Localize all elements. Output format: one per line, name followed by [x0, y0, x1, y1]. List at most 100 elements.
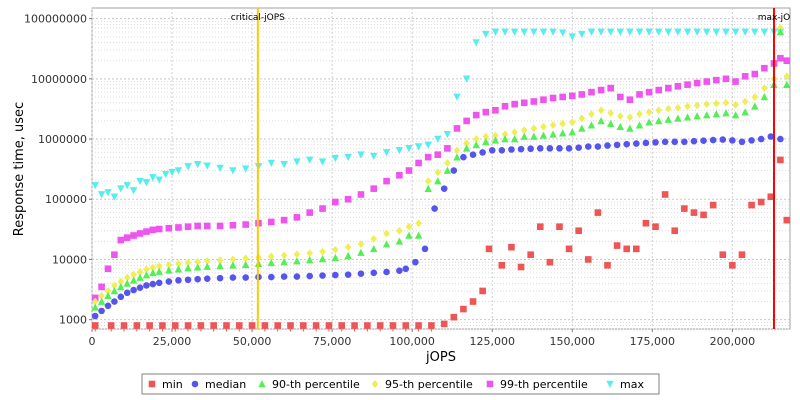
y-tick-label: 1000000 — [38, 133, 87, 146]
data-point-min — [364, 322, 371, 329]
data-point-max — [193, 161, 202, 169]
data-point-p90 — [104, 291, 112, 300]
data-point-median — [143, 282, 150, 289]
data-point-p95 — [722, 98, 730, 107]
data-point-p90 — [91, 303, 99, 311]
data-point-p99 — [444, 145, 451, 152]
data-point-p90 — [616, 122, 625, 131]
data-point-p95 — [492, 131, 499, 140]
data-point-max — [674, 28, 682, 36]
data-point-p95 — [655, 106, 663, 115]
data-point-p95 — [684, 102, 691, 111]
min-floor-ticks — [94, 325, 432, 332]
data-point-p95 — [415, 219, 422, 228]
data-point-p95 — [268, 252, 275, 261]
legend-swatch-median — [191, 380, 199, 388]
data-point-min — [613, 242, 621, 249]
data-point-p90 — [549, 130, 557, 138]
legend-swatch-max — [606, 380, 614, 388]
data-point-p90 — [318, 255, 327, 263]
data-point-max — [501, 28, 509, 36]
data-point-p90 — [331, 253, 340, 261]
data-point-min — [261, 322, 269, 329]
data-point-median — [546, 145, 554, 152]
data-point-max — [405, 145, 413, 153]
data-point-max — [318, 158, 327, 166]
data-point-p95 — [453, 146, 461, 155]
data-point-p99 — [111, 251, 118, 258]
data-point-median — [661, 138, 669, 146]
data-point-max — [587, 28, 596, 36]
data-point-p99 — [155, 225, 163, 233]
data-point-p90 — [482, 137, 490, 146]
data-point-max — [174, 167, 183, 175]
data-point-median — [479, 149, 486, 156]
data-point-max — [530, 28, 538, 36]
data-point-max — [683, 28, 692, 36]
data-point-median — [175, 277, 182, 284]
data-point-min — [575, 227, 582, 235]
data-point-min — [777, 156, 784, 164]
data-point-p90 — [751, 102, 759, 110]
data-point-max — [472, 39, 480, 47]
data-point-median — [412, 258, 419, 266]
data-point-p99 — [703, 78, 711, 85]
data-point-max — [635, 28, 644, 36]
data-point-p99 — [434, 151, 442, 158]
data-point-max — [510, 28, 519, 36]
data-point-p99 — [607, 84, 614, 92]
data-point-p99 — [293, 214, 301, 221]
data-point-p90 — [597, 117, 605, 125]
data-point-min — [546, 258, 554, 266]
data-point-min — [312, 322, 320, 329]
data-point-p95 — [501, 130, 509, 139]
data-point-median — [757, 135, 765, 143]
data-point-p99 — [344, 195, 352, 203]
data-point-p90 — [344, 251, 352, 260]
data-point-max — [434, 135, 442, 143]
data-point-p95 — [344, 243, 352, 252]
data-point-max — [331, 154, 340, 163]
data-point-min — [700, 211, 707, 219]
data-point-median — [498, 146, 506, 154]
data-point-min — [223, 322, 230, 329]
data-point-max — [645, 28, 653, 36]
data-point-p95 — [91, 297, 99, 306]
data-point-min — [584, 256, 592, 263]
data-point-max — [606, 28, 615, 36]
data-point-max — [482, 30, 490, 39]
data-point-p99 — [626, 96, 634, 103]
data-point-p90 — [472, 140, 480, 149]
series-p95 — [91, 24, 791, 306]
data-point-max — [370, 152, 378, 161]
data-point-max — [267, 159, 276, 167]
data-point-p95 — [472, 135, 480, 143]
data-point-p99 — [415, 159, 422, 167]
data-point-median — [344, 271, 352, 278]
data-point-max — [549, 28, 557, 36]
y-tick-label: 100000 — [45, 193, 87, 206]
data-point-max — [462, 75, 471, 83]
data-point-p90 — [453, 153, 461, 161]
data-point-min — [440, 320, 448, 328]
legend-item-p95: 95-th percentile — [371, 378, 473, 391]
data-point-median — [216, 274, 224, 282]
data-point-p99 — [568, 92, 576, 100]
data-point-min — [389, 322, 397, 329]
data-point-p95 — [370, 234, 378, 243]
data-point-p95 — [143, 265, 150, 274]
data-point-min — [508, 243, 515, 251]
data-point-p95 — [482, 132, 490, 141]
x-tick-label: 0 — [89, 335, 96, 348]
data-point-max — [539, 28, 548, 36]
data-point-max — [344, 153, 352, 162]
data-point-p99 — [396, 171, 403, 179]
data-point-p95 — [123, 273, 131, 282]
data-point-min — [146, 322, 153, 329]
data-point-min — [197, 322, 205, 329]
data-point-max — [558, 29, 567, 37]
data-point-median — [268, 273, 275, 281]
legend-swatch-p90 — [258, 380, 266, 388]
data-point-p90 — [443, 166, 452, 174]
